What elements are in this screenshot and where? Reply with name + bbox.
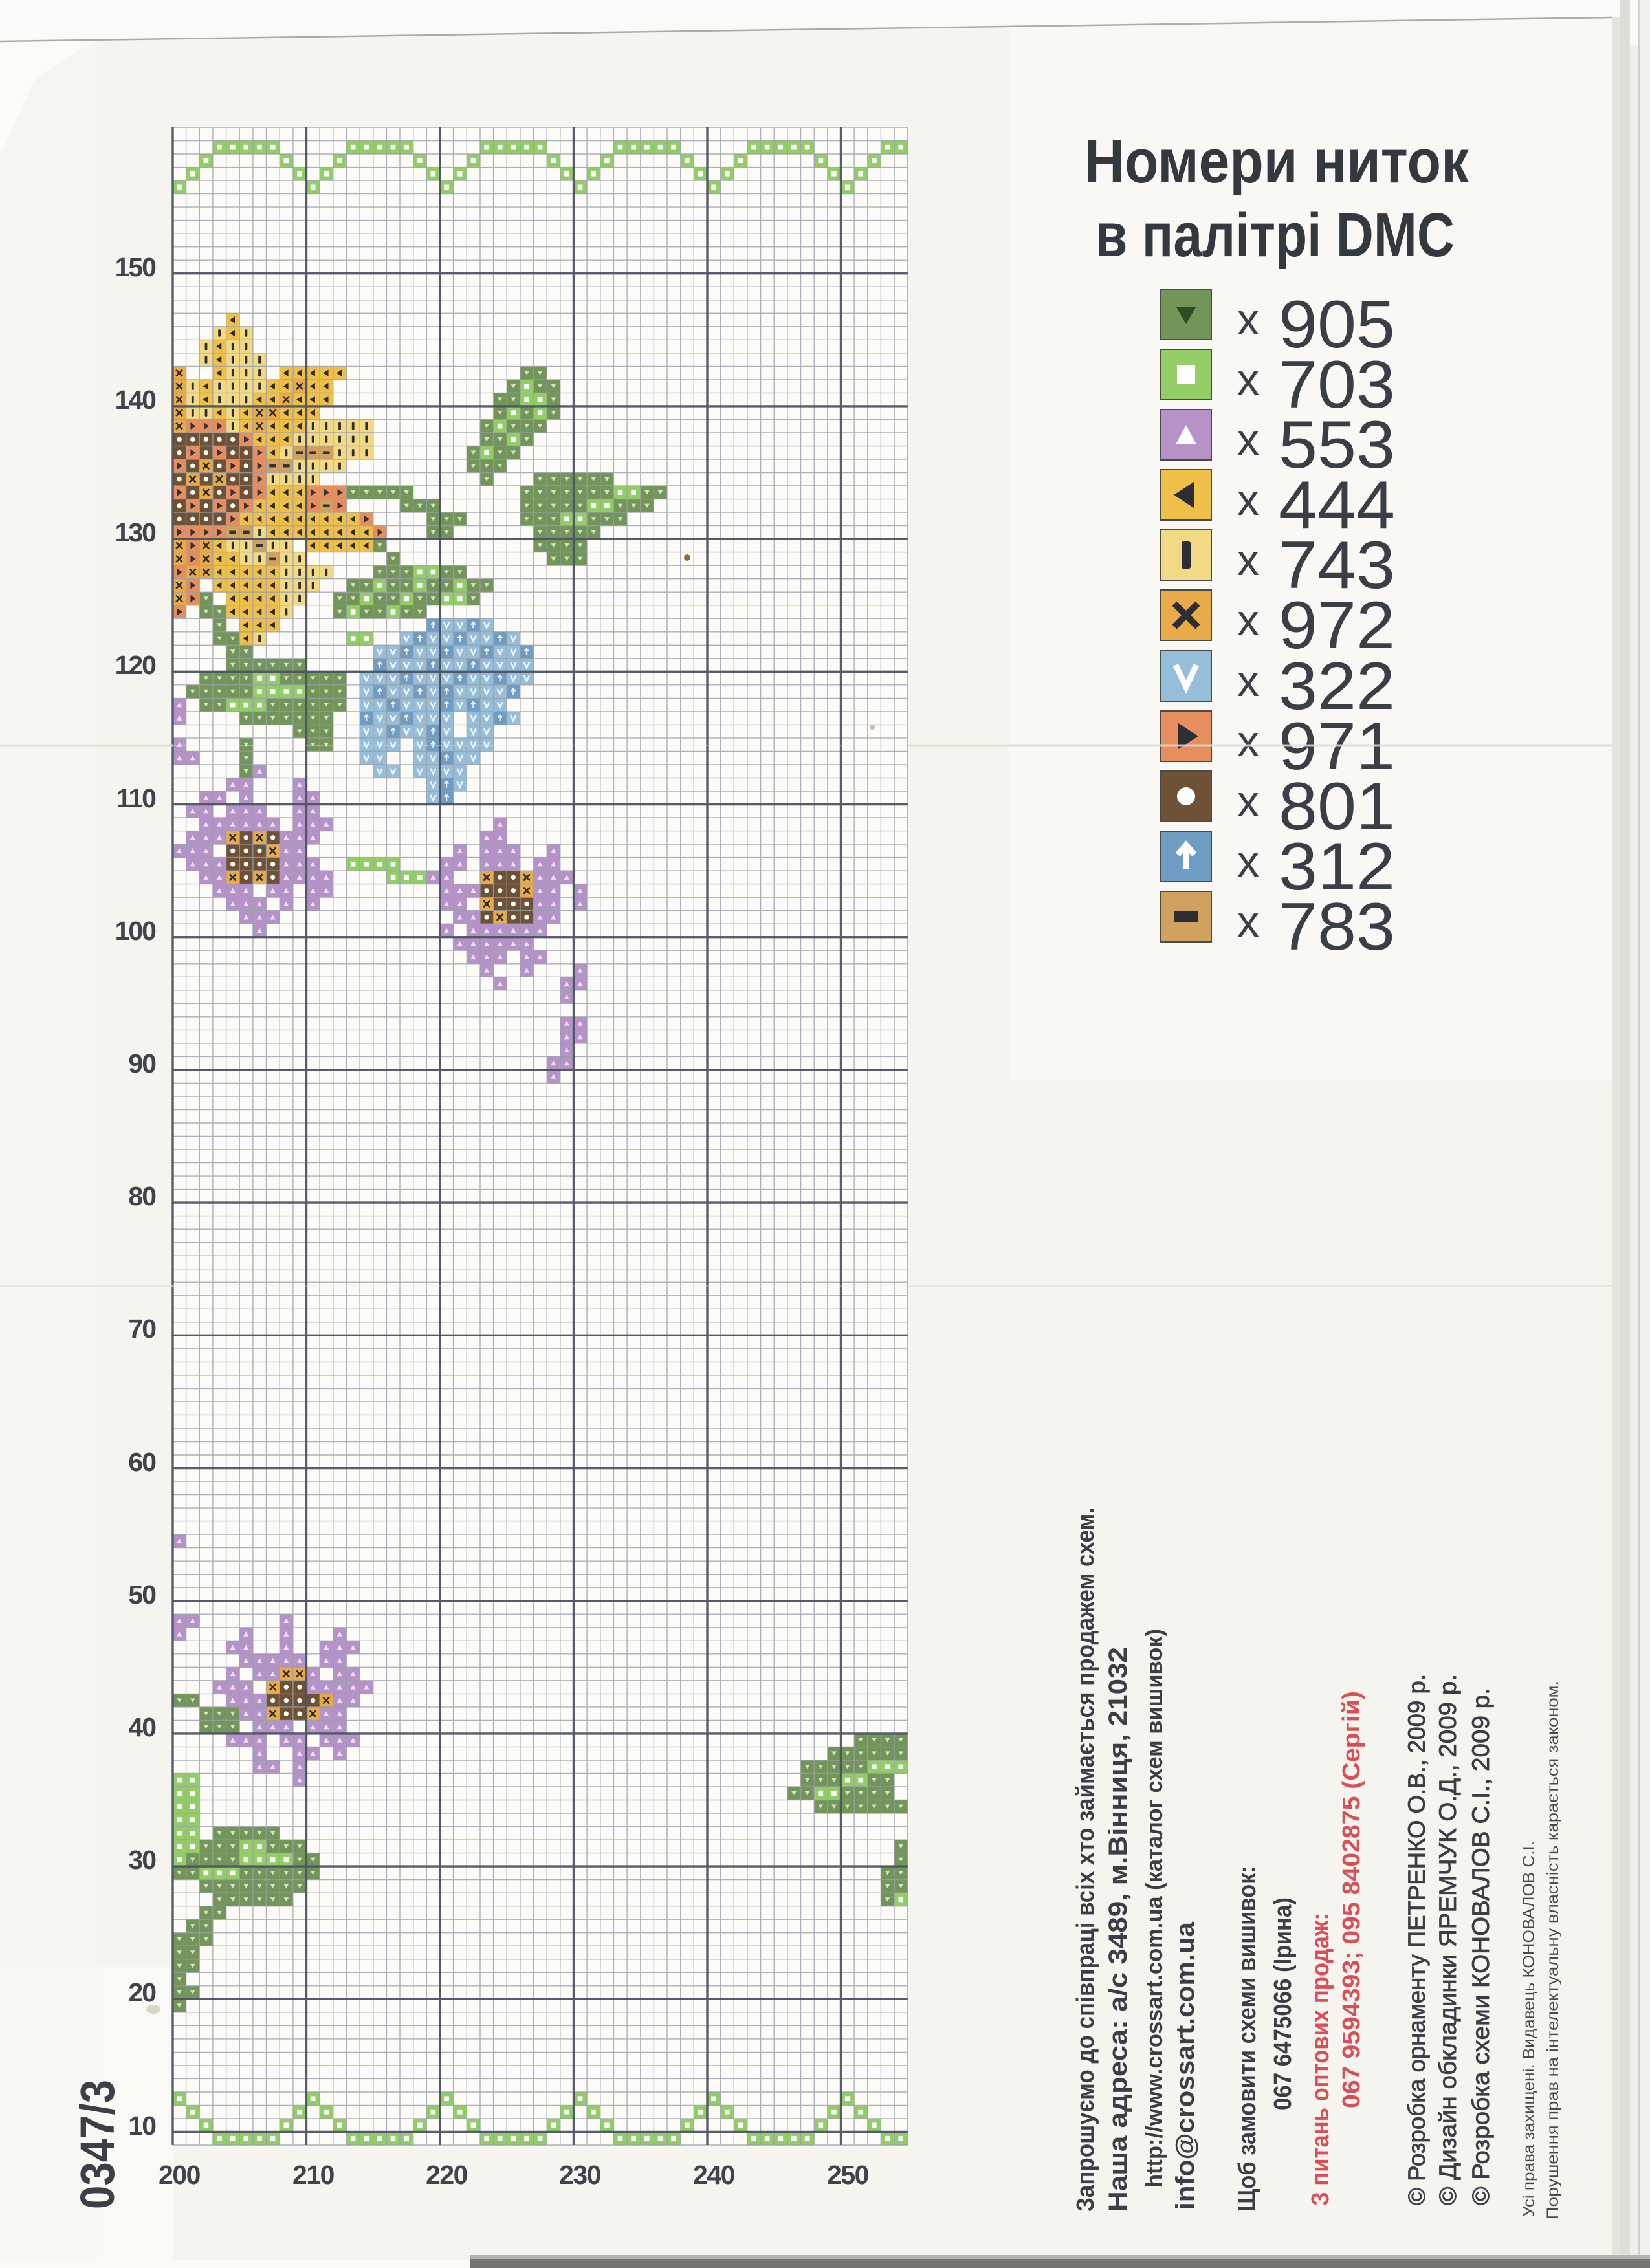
svg-text:x: x bbox=[1237, 415, 1259, 464]
svg-text:30: 30 bbox=[128, 1845, 156, 1875]
svg-text:220: 220 bbox=[426, 2160, 468, 2190]
svg-text:703: 703 bbox=[1279, 347, 1395, 422]
svg-text:x: x bbox=[1237, 355, 1259, 404]
svg-text:20: 20 bbox=[128, 1978, 156, 2007]
svg-text:230: 230 bbox=[559, 2160, 601, 2190]
svg-text:x: x bbox=[1237, 717, 1259, 766]
svg-text:972: 972 bbox=[1279, 588, 1395, 663]
svg-text:x: x bbox=[1237, 475, 1259, 525]
svg-text:Запрошуємо до співпраці всіх х: Запрошуємо до співпраці всіх хто займаєт… bbox=[1072, 1507, 1099, 2212]
svg-text:140: 140 bbox=[115, 385, 157, 415]
svg-text:100: 100 bbox=[115, 916, 157, 946]
svg-text:553: 553 bbox=[1279, 408, 1395, 483]
svg-text:150: 150 bbox=[115, 252, 157, 282]
svg-text:info@crossart.com.ua: info@crossart.com.ua bbox=[1171, 1921, 1200, 2210]
svg-text:444: 444 bbox=[1279, 468, 1395, 543]
svg-text:x: x bbox=[1237, 777, 1259, 826]
svg-text:Усі права захищені. Видавець К: Усі права захищені. Видавець КОНОВАЛОВ С… bbox=[1520, 1841, 1538, 2217]
svg-text:240: 240 bbox=[693, 2160, 735, 2190]
svg-text:70: 70 bbox=[128, 1314, 156, 1344]
svg-text:50: 50 bbox=[128, 1580, 156, 1609]
svg-text:x: x bbox=[1237, 657, 1259, 706]
svg-text:322: 322 bbox=[1279, 649, 1395, 724]
svg-text:90: 90 bbox=[128, 1049, 156, 1078]
svg-text:0347/3: 0347/3 bbox=[71, 2080, 124, 2209]
svg-text:в палітрі DMC: в палітрі DMC bbox=[1095, 201, 1455, 270]
svg-text:40: 40 bbox=[128, 1712, 156, 1742]
svg-text:312: 312 bbox=[1279, 829, 1395, 904]
svg-text:801: 801 bbox=[1279, 769, 1395, 844]
svg-text:250: 250 bbox=[827, 2160, 869, 2190]
svg-text:x: x bbox=[1237, 596, 1259, 645]
svg-text:971: 971 bbox=[1279, 709, 1395, 784]
svg-text:x: x bbox=[1237, 536, 1259, 585]
svg-text:120: 120 bbox=[115, 650, 157, 680]
svg-text:067 9594393; 095 8402875 (Серг: 067 9594393; 095 8402875 (Сергій) bbox=[1338, 1691, 1365, 2108]
svg-text:905: 905 bbox=[1279, 287, 1395, 362]
svg-text:200: 200 bbox=[159, 2160, 201, 2190]
svg-text:10: 10 bbox=[128, 2111, 156, 2141]
svg-text:x: x bbox=[1237, 295, 1259, 344]
svg-text:80: 80 bbox=[128, 1181, 156, 1211]
svg-text:x: x bbox=[1237, 897, 1259, 946]
svg-text:x: x bbox=[1237, 837, 1259, 886]
svg-text:743: 743 bbox=[1279, 528, 1395, 603]
svg-text:783: 783 bbox=[1279, 889, 1395, 965]
svg-text:Щоб замовити схеми вишивок:: Щоб замовити схеми вишивок: bbox=[1234, 1866, 1261, 2212]
svg-text:210: 210 bbox=[292, 2160, 335, 2190]
svg-text:З питань оптових продаж:: З питань оптових продаж: bbox=[1307, 1913, 1334, 2206]
svg-text:Наша адреса: а/с 3489, м.Вінни: Наша адреса: а/с 3489, м.Вінниця, 21032 bbox=[1104, 1647, 1132, 2212]
svg-text:60: 60 bbox=[128, 1447, 156, 1477]
svg-text:© Дизайн обкладинки ЯРЕМЧУК О.: © Дизайн обкладинки ЯРЕМЧУК О.Д., 2009 р… bbox=[1435, 1674, 1461, 2205]
svg-text:110: 110 bbox=[116, 783, 156, 813]
svg-text:© Розробка орнаменту ПЕТРЕНКО: © Розробка орнаменту ПЕТРЕНКО О.В., 2009… bbox=[1403, 1674, 1430, 2205]
svg-text:Номери ниток: Номери ниток bbox=[1084, 127, 1469, 196]
svg-text:http://www.crossart.com.ua (ка: http://www.crossart.com.ua (каталог схем… bbox=[1141, 1629, 1167, 2188]
svg-text:© Розробка схеми КОНОВАЛОВ С.І: © Розробка схеми КОНОВАЛОВ С.І., 2009 р. bbox=[1468, 1688, 1494, 2205]
svg-text:130: 130 bbox=[115, 518, 157, 547]
svg-text:067 6475066 (Ірина): 067 6475066 (Ірина) bbox=[1270, 1897, 1297, 2110]
svg-text:Порушення прав на інтелектуаль: Порушення прав на інтелектуальну власніс… bbox=[1544, 1681, 1562, 2219]
